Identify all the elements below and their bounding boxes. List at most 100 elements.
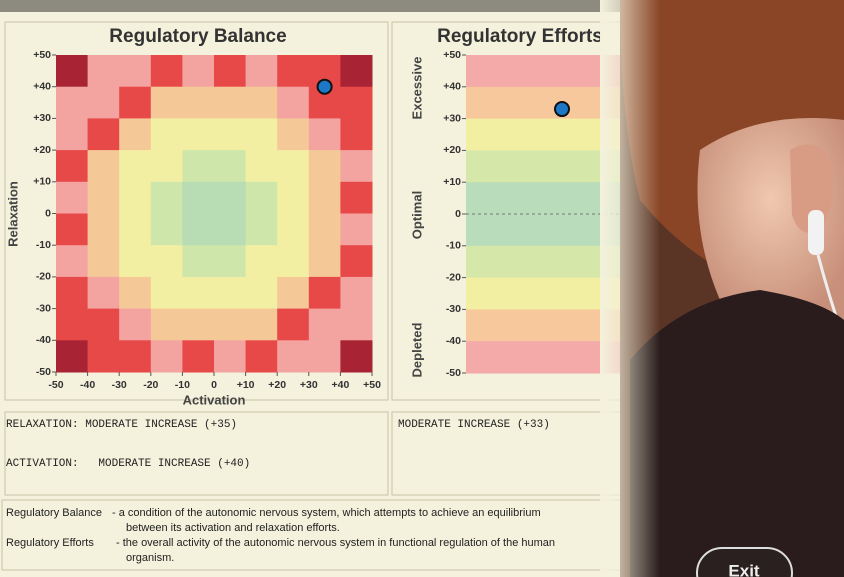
- heat-cell: [56, 181, 89, 214]
- heat-cell: [150, 86, 183, 119]
- heat-cell: [214, 245, 247, 278]
- heat-cell: [340, 245, 373, 278]
- x-tick-label: +20: [268, 379, 286, 391]
- heat-cell: [277, 55, 310, 88]
- heat-cell: [119, 245, 152, 278]
- efforts-title: Regulatory Efforts: [437, 26, 603, 47]
- heat-cell: [245, 308, 278, 341]
- definition-text: between its activation and relaxation ef…: [126, 522, 340, 534]
- heat-cell: [87, 276, 120, 310]
- balance-title: Regulatory Balance: [109, 26, 286, 47]
- heat-cell: [214, 213, 247, 246]
- heat-cell: [214, 181, 247, 214]
- heat-cell: [182, 86, 215, 119]
- heat-cell: [150, 308, 183, 341]
- heat-cell: [340, 276, 373, 310]
- heat-cell: [245, 245, 278, 278]
- heat-cell: [277, 181, 310, 214]
- x-tick-label: +30: [300, 379, 318, 391]
- heat-cell: [214, 340, 247, 373]
- heat-cell: [56, 340, 89, 373]
- x-axis-label: Activation: [183, 392, 246, 407]
- heat-cell: [277, 213, 310, 246]
- heat-cell: [150, 150, 183, 183]
- y-tick-label: +10: [33, 176, 51, 188]
- heat-cell: [340, 86, 373, 119]
- heat-cell: [87, 245, 120, 278]
- x-tick-label: +50: [363, 379, 381, 391]
- heat-cell: [277, 150, 310, 183]
- heat-cell: [56, 118, 89, 151]
- heat-cell: [340, 150, 373, 183]
- y-tick-label: -10: [36, 239, 51, 251]
- y-tick-label: +40: [443, 81, 461, 93]
- x-tick-label: -40: [80, 379, 95, 391]
- heat-cell: [308, 150, 341, 183]
- heat-cell: [214, 308, 247, 341]
- exit-label[interactable]: Exit: [728, 561, 760, 577]
- y-tick-label: +20: [33, 144, 51, 156]
- exit-button[interactable]: Exit: [696, 547, 793, 577]
- heat-cell: [182, 181, 215, 214]
- heat-cell: [245, 340, 278, 373]
- heat-cell: [245, 150, 278, 183]
- heat-cell: [119, 86, 152, 119]
- heat-cell: [87, 308, 120, 341]
- heat-cell: [150, 340, 183, 373]
- heat-cell: [245, 213, 278, 246]
- heat-cell: [119, 213, 152, 246]
- heat-cell: [308, 308, 341, 341]
- y-tick-label: -50: [36, 366, 51, 378]
- y-tick-label: -30: [36, 302, 51, 314]
- heat-cell: [150, 245, 183, 278]
- heat-cell: [277, 308, 310, 341]
- y-tick-label: +30: [443, 112, 461, 124]
- y-tick-label: -40: [36, 334, 51, 346]
- x-tick-label: -50: [48, 379, 63, 391]
- heat-cell: [119, 181, 152, 214]
- heat-cell: [214, 150, 247, 183]
- heat-cell: [277, 86, 310, 119]
- heat-cell: [340, 55, 373, 88]
- heat-cell: [182, 55, 215, 88]
- heat-cell: [308, 213, 341, 246]
- y-tick-label: -20: [36, 271, 51, 283]
- x-tick-label: 0: [211, 379, 217, 391]
- y-tick-label: +10: [443, 176, 461, 188]
- y-tick-label: -40: [446, 335, 461, 347]
- x-tick-label: -30: [112, 379, 127, 391]
- heat-cell: [119, 55, 152, 88]
- heat-cell: [87, 181, 120, 214]
- definition-text: - the overall activity of the autonomic …: [116, 537, 555, 549]
- heat-cell: [308, 276, 341, 310]
- y-tick-label: 0: [455, 208, 461, 220]
- heat-cell: [308, 245, 341, 278]
- y-tick-label: +50: [443, 49, 461, 61]
- y-axis-label: Relaxation: [5, 181, 20, 247]
- heat-cell: [150, 118, 183, 151]
- definition-term: Regulatory Efforts: [6, 537, 94, 549]
- heat-cell: [182, 213, 215, 246]
- heat-cell: [119, 340, 152, 373]
- heat-cell: [277, 245, 310, 278]
- heat-cell: [245, 118, 278, 151]
- heat-cell: [56, 150, 89, 183]
- heat-cell: [119, 118, 152, 151]
- balance-panel: [4, 21, 389, 401]
- heat-cell: [56, 245, 89, 278]
- x-tick-label: -20: [143, 379, 158, 391]
- heat-cell: [119, 276, 152, 310]
- balance-status-box: [4, 411, 389, 496]
- y-tick-label: +50: [33, 49, 51, 61]
- status-text: RELAXATION: MODERATE INCREASE (+35): [6, 419, 237, 431]
- heat-cell: [308, 118, 341, 151]
- heat-cell: [277, 276, 310, 310]
- status-text: ACTIVATION: MODERATE INCREASE (+40): [6, 458, 250, 470]
- heat-cell: [87, 150, 120, 183]
- heat-cell: [245, 86, 278, 119]
- heat-cell: [182, 245, 215, 278]
- heat-cell: [56, 276, 89, 310]
- heat-cell: [340, 181, 373, 214]
- heat-cell: [277, 340, 310, 373]
- exit-button-shape[interactable]: [696, 547, 793, 577]
